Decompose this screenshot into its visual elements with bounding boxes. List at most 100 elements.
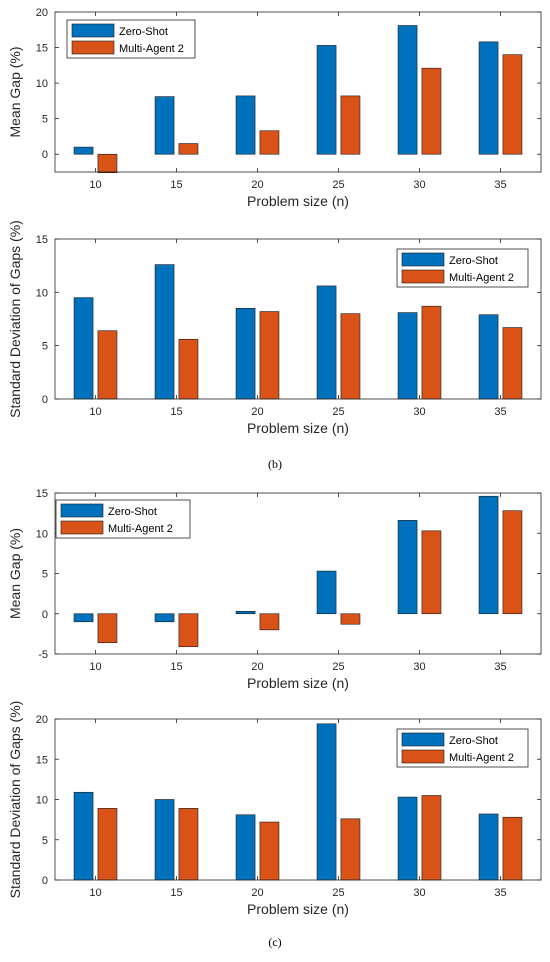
y-tick-label: -5 bbox=[38, 649, 48, 661]
x-tick-label: 35 bbox=[494, 887, 506, 899]
chart-panel-4: 0 5 10 15 20 10 15 20 25 30 35 Problem size (n) Stan… bbox=[7, 701, 542, 917]
y-tick-label: 5 bbox=[42, 569, 48, 581]
x-tick-label: 10 bbox=[89, 661, 101, 673]
y-tick-label: 10 bbox=[36, 528, 48, 540]
legend-label-multi-agent-2: Multi-Agent 2 bbox=[108, 523, 173, 535]
bar-zero-shot-25 bbox=[316, 570, 337, 615]
x-tick-label: 35 bbox=[494, 179, 506, 191]
bar-zero-shot-15 bbox=[154, 264, 175, 400]
bar-zero-shot-35 bbox=[478, 314, 499, 400]
x-tick-label: 10 bbox=[89, 887, 101, 899]
chart-panel-3: -5 0 5 10 15 10 15 20 25 30 35 Problem size (n) Mean… bbox=[7, 488, 542, 691]
x-tick-label: 35 bbox=[494, 661, 506, 673]
bar-multi-agent-2-20 bbox=[259, 821, 280, 881]
bar-multi-agent-2-10 bbox=[97, 613, 118, 644]
bar-zero-shot-25 bbox=[316, 285, 337, 400]
x-tick-label: 35 bbox=[494, 406, 506, 418]
x-tick-label: 20 bbox=[251, 887, 263, 899]
y-tick-label: 15 bbox=[36, 43, 48, 55]
y-tick-label: 0 bbox=[42, 875, 48, 887]
legend: Zero-Shot Multi-Agent 2 bbox=[396, 248, 529, 288]
bar-zero-shot-10 bbox=[73, 791, 94, 881]
y-tick-label: 0 bbox=[42, 394, 48, 406]
y-axis-label: Standard Deviation of Gaps (%) bbox=[7, 220, 23, 418]
y-tick-label: 0 bbox=[42, 609, 48, 621]
bar-zero-shot-20 bbox=[235, 814, 256, 881]
bar-zero-shot-25 bbox=[316, 723, 337, 881]
bar-zero-shot-15 bbox=[154, 799, 175, 881]
plot-area-frame bbox=[54, 11, 542, 173]
x-axis-label: Problem size (n) bbox=[247, 420, 349, 436]
bar-multi-agent-2-25 bbox=[340, 95, 361, 155]
bar-zero-shot-10 bbox=[73, 146, 94, 155]
bar-multi-agent-2-30 bbox=[421, 530, 442, 615]
bar-multi-agent-2-35 bbox=[502, 510, 523, 615]
x-tick-label: 15 bbox=[170, 406, 182, 418]
bar-multi-agent-2-15 bbox=[178, 808, 199, 881]
x-tick-label: 25 bbox=[332, 406, 344, 418]
y-tick-label: 15 bbox=[36, 488, 48, 500]
bar-multi-agent-2-20 bbox=[259, 130, 280, 155]
y-axis-label: Mean Gap (%) bbox=[7, 46, 23, 137]
x-tick-label: 20 bbox=[251, 661, 263, 673]
legend-swatch-multi-agent-2 bbox=[401, 269, 445, 284]
legend-label-multi-agent-2: Multi-Agent 2 bbox=[119, 43, 184, 55]
x-axis-label: Problem size (n) bbox=[247, 675, 349, 691]
legend-swatch-zero-shot bbox=[401, 252, 445, 267]
x-tick-label: 30 bbox=[413, 179, 425, 191]
legend-swatch-zero-shot bbox=[401, 732, 445, 747]
x-tick-label: 15 bbox=[170, 661, 182, 673]
x-axis-label: Problem size (n) bbox=[247, 901, 349, 917]
legend-label-zero-shot: Zero-Shot bbox=[449, 255, 498, 267]
bar-multi-agent-2-15 bbox=[178, 613, 199, 648]
y-tick-label: 20 bbox=[36, 7, 48, 19]
x-tick-label: 10 bbox=[89, 179, 101, 191]
y-tick-label: 0 bbox=[42, 149, 48, 161]
bar-multi-agent-2-35 bbox=[502, 816, 523, 881]
legend-label-zero-shot: Zero-Shot bbox=[449, 735, 498, 747]
x-tick-label: 15 bbox=[170, 179, 182, 191]
x-tick-label: 30 bbox=[413, 887, 425, 899]
legend-label-multi-agent-2: Multi-Agent 2 bbox=[449, 752, 514, 764]
x-tick-label: 25 bbox=[332, 179, 344, 191]
legend: Zero-Shot Multi-Agent 2 bbox=[396, 728, 529, 768]
bar-zero-shot-15 bbox=[154, 96, 175, 155]
bar-multi-agent-2-30 bbox=[421, 305, 442, 400]
x-tick-label: 10 bbox=[89, 406, 101, 418]
x-axis-label: Problem size (n) bbox=[247, 193, 349, 209]
bar-zero-shot-30 bbox=[397, 312, 418, 400]
bar-zero-shot-20 bbox=[235, 95, 256, 155]
bar-zero-shot-10 bbox=[73, 613, 94, 623]
bar-multi-agent-2-35 bbox=[502, 327, 523, 400]
bar-zero-shot-20 bbox=[235, 308, 256, 400]
y-tick-label: 20 bbox=[36, 714, 48, 726]
bar-multi-agent-2-30 bbox=[421, 67, 442, 155]
chart-panel-2: 0 5 10 15 10 15 20 25 30 35 Problem size (n) Standa… bbox=[7, 220, 542, 436]
y-tick-label: 10 bbox=[36, 287, 48, 299]
legend-swatch-zero-shot bbox=[71, 23, 115, 38]
bar-zero-shot-20 bbox=[235, 611, 256, 615]
panel-label-c: (c) bbox=[268, 935, 281, 949]
bar-zero-shot-30 bbox=[397, 796, 418, 881]
y-tick-label: 15 bbox=[36, 754, 48, 766]
bar-multi-agent-2-25 bbox=[340, 818, 361, 881]
bar-multi-agent-2-10 bbox=[97, 153, 118, 174]
bar-zero-shot-35 bbox=[478, 41, 499, 155]
y-tick-label: 5 bbox=[42, 114, 48, 126]
bar-multi-agent-2-15 bbox=[178, 143, 199, 155]
legend-swatch-zero-shot bbox=[60, 503, 104, 518]
y-tick-label: 5 bbox=[42, 341, 48, 353]
bar-multi-agent-2-30 bbox=[421, 795, 442, 881]
legend-label-multi-agent-2: Multi-Agent 2 bbox=[449, 272, 514, 284]
bar-zero-shot-15 bbox=[154, 613, 175, 623]
bar-zero-shot-10 bbox=[73, 297, 94, 400]
x-tick-label: 20 bbox=[251, 406, 263, 418]
legend-swatch-multi-agent-2 bbox=[401, 749, 445, 764]
bar-multi-agent-2-10 bbox=[97, 808, 118, 881]
bar-multi-agent-2-25 bbox=[340, 613, 361, 625]
x-tick-label: 25 bbox=[332, 887, 344, 899]
bar-multi-agent-2-35 bbox=[502, 54, 523, 155]
x-tick-label: 30 bbox=[413, 406, 425, 418]
bar-multi-agent-2-20 bbox=[259, 613, 280, 631]
